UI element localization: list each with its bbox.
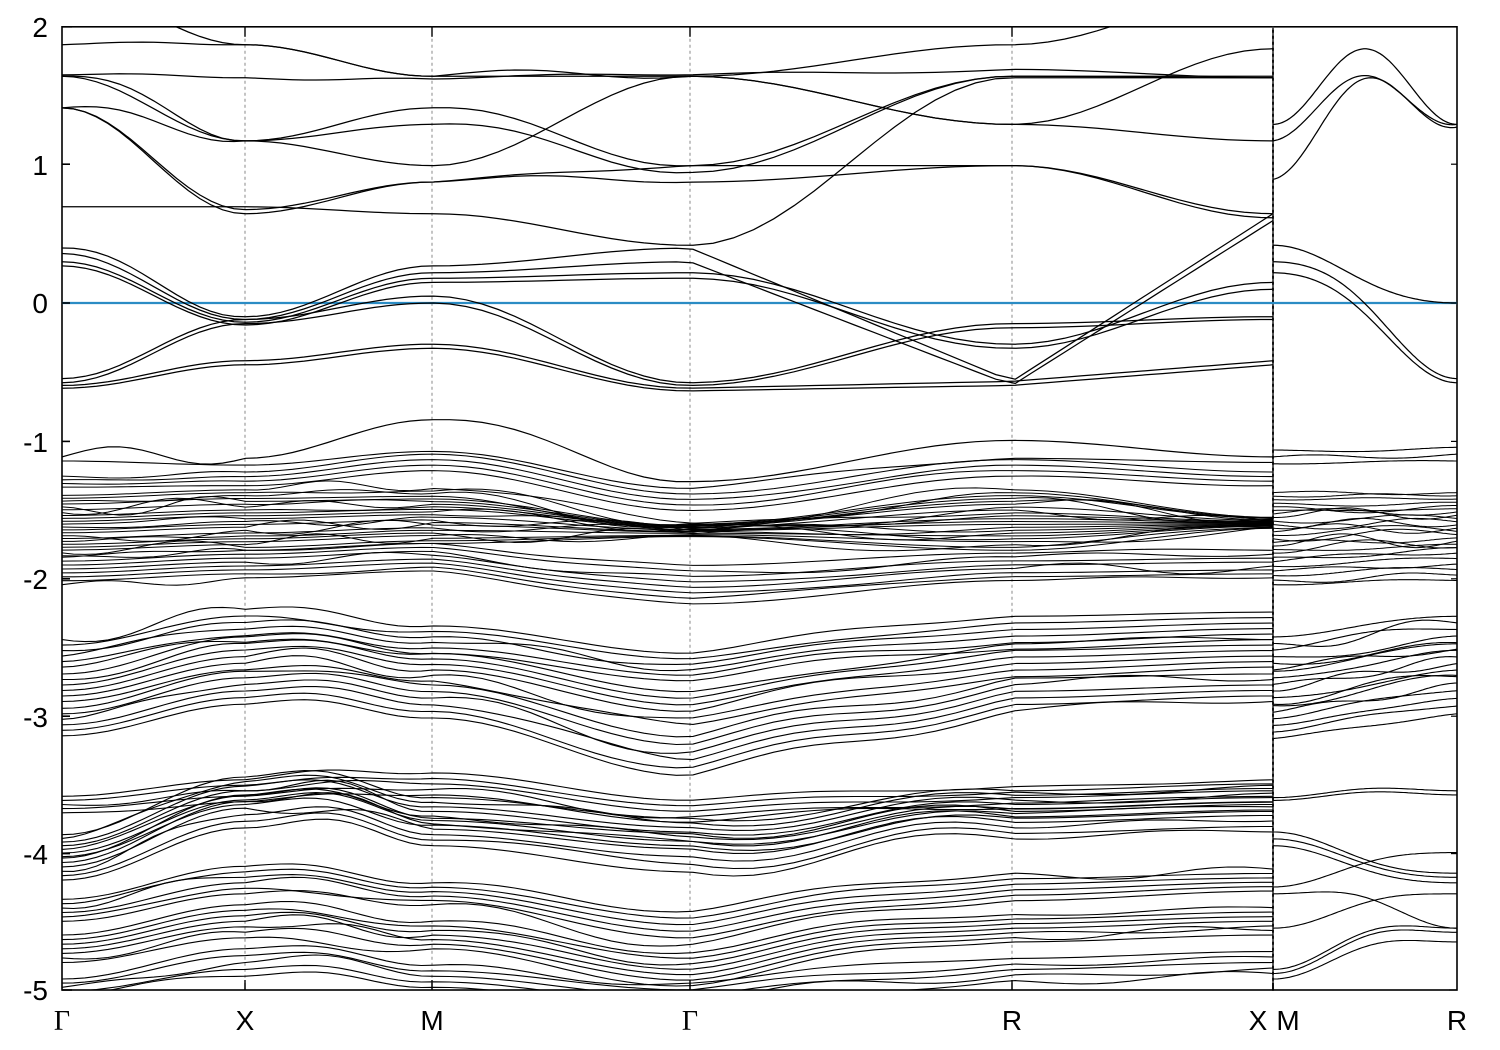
svg-text:0: 0 [32,288,48,319]
svg-text:M: M [420,1005,443,1036]
svg-text:X: X [236,1005,255,1036]
svg-text:Γ: Γ [54,1006,70,1037]
svg-text:-5: -5 [23,975,48,1006]
svg-text:X: X [1249,1005,1268,1036]
svg-text:2: 2 [32,12,48,43]
svg-text:M: M [1276,1005,1299,1036]
svg-text:-2: -2 [23,564,48,595]
svg-text:-3: -3 [23,702,48,733]
svg-text:1: 1 [32,150,48,181]
svg-text:-4: -4 [23,839,48,870]
svg-text:R: R [1447,1005,1467,1036]
svg-text:-1: -1 [23,427,48,458]
svg-text:Γ: Γ [682,1006,698,1037]
svg-text:R: R [1002,1005,1022,1036]
